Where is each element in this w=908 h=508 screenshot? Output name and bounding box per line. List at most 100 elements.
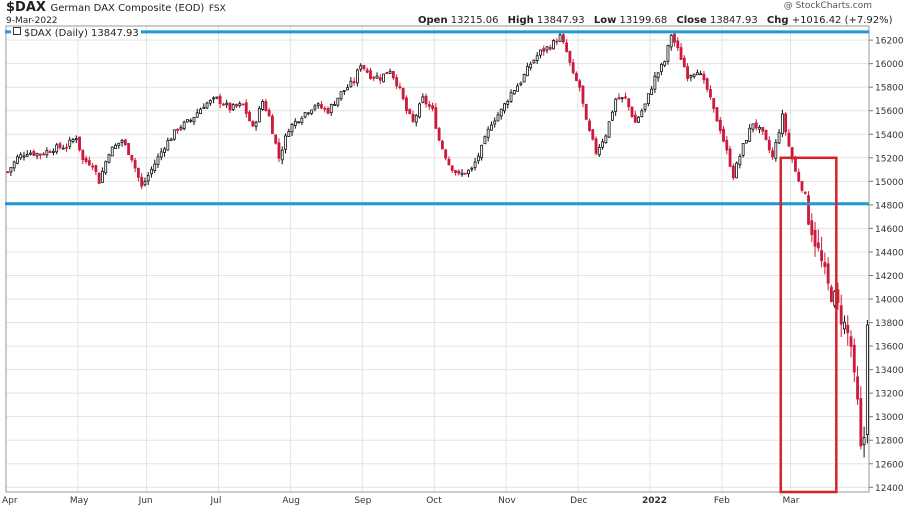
change-value: +1016.42 (+7.92%)	[791, 15, 893, 26]
candle	[199, 107, 202, 115]
candle	[385, 72, 389, 75]
candle	[267, 107, 271, 117]
candle	[146, 171, 150, 186]
candle	[496, 111, 500, 122]
y-tick-label: 13600	[875, 343, 904, 353]
candle	[545, 45, 549, 54]
candle	[287, 128, 291, 137]
candle	[450, 165, 454, 174]
candle	[388, 68, 392, 74]
candle	[19, 152, 23, 161]
candle	[525, 62, 529, 77]
candle	[215, 96, 219, 100]
open-value: 13215.06	[450, 15, 499, 26]
candle	[418, 102, 421, 119]
candle	[630, 106, 634, 118]
instrument-name: German DAX Composite (EOD)	[50, 3, 205, 14]
candle	[506, 99, 510, 109]
candle	[280, 146, 284, 165]
candle	[584, 103, 588, 120]
close-label: Close	[676, 15, 707, 26]
y-tick-label: 13200	[875, 390, 904, 400]
y-tick-label: 15400	[875, 131, 904, 141]
candle	[640, 108, 644, 118]
candle	[722, 125, 725, 143]
candle	[715, 107, 719, 122]
candle	[303, 112, 307, 119]
candle	[225, 99, 229, 108]
candle	[823, 252, 827, 275]
candle	[414, 113, 418, 127]
candle	[107, 153, 111, 164]
candle	[248, 110, 251, 122]
candle	[156, 153, 160, 168]
candle	[130, 154, 134, 163]
candle	[816, 229, 820, 252]
candle	[182, 120, 186, 131]
candle	[522, 73, 526, 83]
candle	[362, 64, 366, 71]
candle	[257, 105, 261, 123]
candle	[264, 98, 268, 112]
x-tick-label: Mar	[783, 496, 800, 506]
candle	[578, 78, 582, 92]
candle	[176, 128, 180, 134]
candle	[382, 73, 385, 83]
candle	[274, 134, 278, 145]
candle	[114, 143, 117, 149]
candle	[238, 101, 242, 108]
x-tick-label: Jun	[138, 496, 153, 506]
x-tick-label: May	[70, 496, 89, 506]
candle	[221, 102, 225, 106]
candle	[16, 154, 19, 165]
candle	[104, 160, 108, 175]
candle	[440, 140, 444, 150]
candle	[336, 97, 340, 108]
y-tick-label: 15200	[875, 154, 904, 164]
candle	[771, 147, 774, 160]
y-axis-ticks: 12400 12600 12800 13000 13200 13400 13600 13800…	[869, 37, 904, 494]
y-tick-label: 14600	[875, 225, 904, 235]
candle	[342, 90, 346, 96]
candle	[68, 136, 72, 150]
candle	[780, 109, 784, 138]
ohlc-readout: Open 13215.06 High 13847.93 Low 13199.68…	[418, 15, 893, 26]
x-tick-label: Apr	[2, 496, 18, 506]
horizontal-levels	[5, 30, 869, 494]
candle	[51, 148, 55, 156]
candle	[712, 98, 716, 113]
candle	[136, 167, 140, 182]
candle	[326, 106, 330, 115]
candle	[682, 55, 686, 68]
y-tick-label: 13800	[875, 319, 904, 329]
candle	[820, 236, 824, 268]
candle	[660, 62, 663, 76]
candle	[702, 70, 706, 84]
candle	[532, 59, 536, 64]
candle	[614, 97, 618, 116]
candle	[767, 136, 771, 154]
low-value: 13199.68	[619, 15, 668, 26]
candle	[467, 169, 470, 178]
y-tick-label: 12600	[875, 460, 904, 470]
candle	[316, 102, 320, 109]
candle	[444, 148, 448, 161]
y-tick-label: 15600	[875, 107, 904, 117]
candle	[480, 144, 484, 161]
candle	[97, 172, 101, 184]
candle	[61, 144, 65, 150]
candle	[251, 120, 255, 127]
candle	[454, 169, 457, 176]
candle	[829, 284, 833, 303]
candle	[758, 125, 761, 134]
candle	[686, 63, 689, 82]
candle	[166, 137, 170, 151]
candle	[601, 138, 604, 150]
x-tick-label: Dec	[570, 496, 587, 506]
candle	[352, 77, 356, 86]
candle	[349, 77, 353, 88]
candle	[78, 136, 81, 152]
candle	[378, 74, 382, 85]
candle	[71, 137, 75, 144]
candle	[666, 44, 670, 65]
